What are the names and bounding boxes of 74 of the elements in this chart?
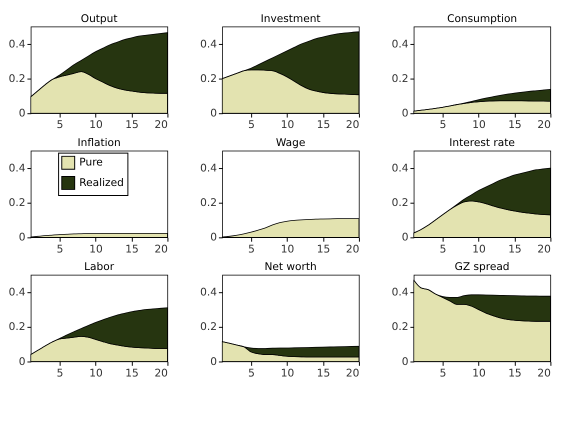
x-tick-label: 10: [472, 243, 486, 256]
chart-title: Output: [80, 12, 118, 25]
legend-label: Pure: [79, 156, 103, 169]
y-tick-label: 0: [210, 356, 218, 368]
y-tick-label: 0: [18, 356, 26, 368]
x-tick-label: 5: [440, 119, 446, 132]
x-tick-label: 20: [346, 367, 360, 380]
x-tick-label: 15: [508, 243, 522, 256]
x-tick-label: 10: [89, 367, 103, 380]
y-tick-label: 0.2: [392, 72, 408, 85]
legend-label: Realized: [79, 176, 124, 189]
x-tick-label: 5: [248, 243, 255, 256]
y-tick-label: 0.4: [200, 38, 218, 50]
x-tick-label: 15: [316, 243, 330, 256]
x-tick-label: 20: [154, 119, 168, 132]
x-tick-label: 15: [508, 367, 522, 380]
y-tick-label: 0.4: [392, 162, 409, 174]
y-tick-label: 0.2: [392, 197, 408, 210]
x-tick-label: 20: [537, 243, 552, 256]
x-tick-label: 15: [125, 367, 139, 380]
x-tick-label: 10: [280, 367, 294, 380]
y-tick-label: 0.4: [392, 286, 409, 299]
chart-title: Net worth: [264, 261, 317, 274]
y-tick-label: 0.4: [8, 286, 26, 299]
y-tick-label: 0.4: [8, 38, 26, 50]
chart-title: Inflation: [77, 136, 121, 149]
y-tick-label: 0.2: [200, 321, 217, 334]
chart-title: Investment: [260, 12, 321, 25]
y-tick-label: 0: [18, 108, 26, 120]
y-tick-label: 0.2: [8, 197, 26, 210]
chart-title: Wage: [276, 136, 306, 149]
x-tick-label: 5: [248, 367, 255, 380]
chart-title: GZ spread: [454, 261, 510, 274]
y-tick-label: 0.2: [200, 72, 217, 85]
y-tick-label: 0.4: [200, 286, 218, 299]
chart-title: Labor: [84, 261, 115, 274]
x-tick-label: 10: [472, 367, 486, 380]
y-tick-label: 0.2: [8, 321, 26, 334]
x-tick-label: 20: [537, 119, 552, 132]
y-tick-label: 0.4: [392, 38, 409, 50]
x-tick-label: 5: [56, 243, 64, 256]
x-tick-label: 15: [316, 367, 330, 380]
x-tick-label: 20: [346, 243, 360, 256]
x-tick-label: 20: [154, 243, 168, 256]
chart-title: Consumption: [447, 12, 518, 25]
y-tick-label: 0: [18, 232, 26, 244]
x-tick-label: 15: [316, 119, 330, 132]
x-tick-label: 5: [56, 367, 64, 380]
y-tick-label: 0.4: [200, 162, 218, 174]
x-tick-label: 5: [248, 119, 255, 132]
y-tick-label: 0: [402, 108, 409, 120]
x-tick-label: 15: [125, 243, 139, 256]
x-tick-label: 10: [89, 243, 103, 256]
x-tick-label: 20: [346, 119, 360, 132]
x-tick-label: 20: [154, 367, 168, 380]
x-tick-label: 5: [440, 367, 446, 380]
y-tick-label: 0.4: [8, 162, 26, 174]
x-tick-label: 10: [89, 119, 103, 132]
x-tick-label: 10: [472, 119, 486, 132]
y-tick-label: 0.2: [8, 72, 26, 85]
x-tick-label: 20: [537, 367, 552, 380]
y-tick-label: 0: [402, 232, 409, 244]
y-tick-label: 0: [210, 232, 218, 244]
y-tick-label: 0: [402, 356, 409, 368]
x-tick-label: 10: [280, 119, 294, 132]
y-tick-label: 0: [210, 108, 218, 120]
x-tick-label: 15: [508, 119, 522, 132]
y-tick-label: 0.2: [200, 197, 217, 210]
chart-title: Interest rate: [449, 136, 515, 149]
y-tick-label: 0.2: [392, 321, 408, 334]
x-tick-label: 10: [280, 243, 294, 256]
x-tick-label: 5: [440, 243, 446, 256]
x-tick-label: 5: [56, 119, 64, 132]
x-tick-label: 15: [125, 119, 139, 132]
